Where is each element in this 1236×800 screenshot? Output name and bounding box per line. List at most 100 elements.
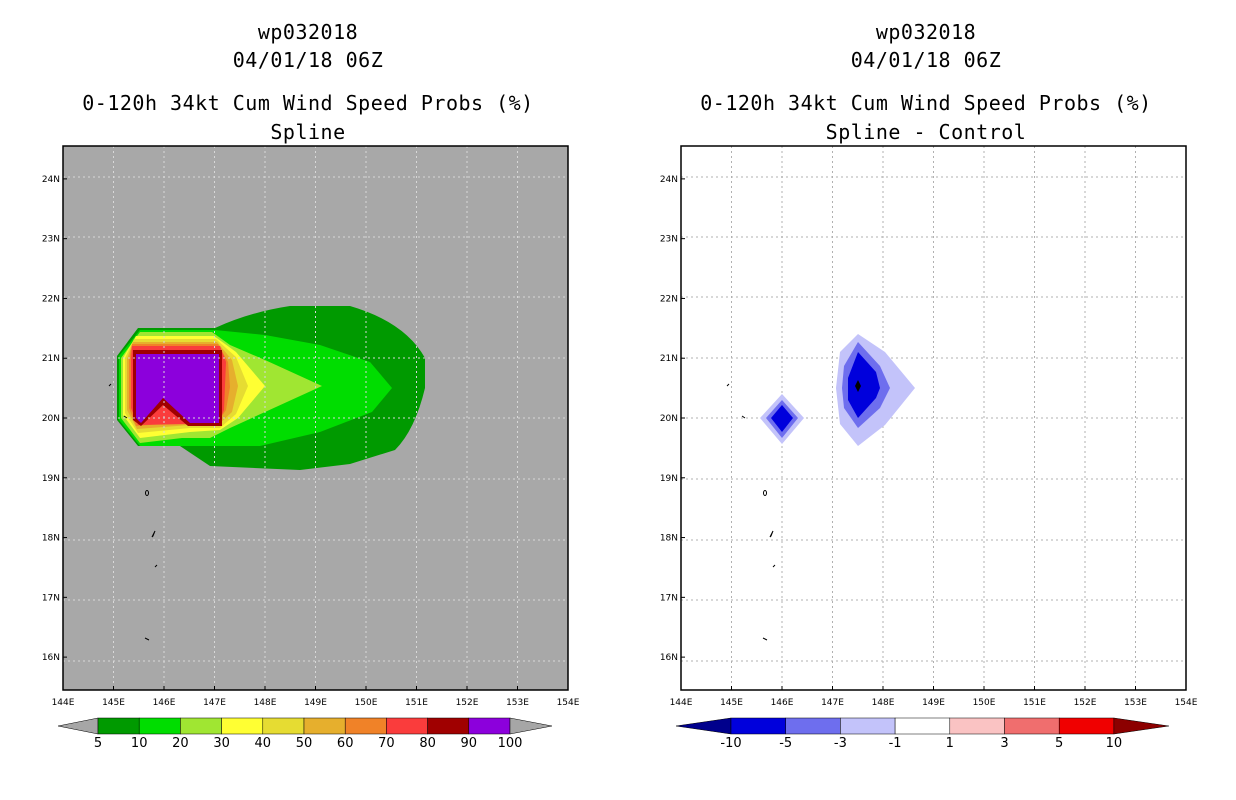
- right-colorbar: -10 -5 -3 -1 1 3 5 10: [675, 717, 1169, 751]
- colorbar-swatch: [262, 717, 305, 735]
- left-axis-labels: 144E 145E 146E 147E 148E 149E 150E 151E 152E 153E…: [42, 175, 580, 708]
- colorbar-swatch: [138, 717, 181, 735]
- lon-label: 150E: [355, 698, 378, 708]
- colorbar-label: 5: [94, 736, 102, 751]
- lat-label: 24N: [660, 175, 678, 185]
- colorbar-swatch: [730, 717, 786, 735]
- lat-label: 20N: [660, 414, 678, 424]
- colorbar-label: -10: [720, 736, 741, 751]
- lat-label: 24N: [42, 175, 60, 185]
- lon-label: 149E: [304, 698, 327, 708]
- colorbar-swatch: [949, 717, 1005, 735]
- colorbar-end-left: [57, 717, 99, 735]
- lon-label: 145E: [102, 698, 125, 708]
- lat-label: 21N: [660, 354, 678, 364]
- lon-label: 153E: [506, 698, 529, 708]
- lat-label: 17N: [660, 593, 678, 603]
- colorbar-swatch: [386, 717, 428, 735]
- colorbar-label: 30: [213, 736, 230, 751]
- lon-label: 144E: [52, 698, 75, 708]
- lon-label: 147E: [821, 698, 844, 708]
- lon-label: 145E: [720, 698, 743, 708]
- lat-label: 23N: [660, 235, 678, 245]
- colorbar-end-right: [509, 717, 553, 735]
- colorbar-swatch: [840, 717, 896, 735]
- lat-label: 22N: [660, 294, 678, 304]
- left-subtitle: Spline: [270, 120, 346, 144]
- prob-100-fill: [136, 354, 219, 423]
- colorbar-swatch: [303, 717, 346, 735]
- colorbar-label: 10: [131, 736, 148, 751]
- lon-label: 149E: [922, 698, 945, 708]
- colorbar-label: 3: [1000, 736, 1008, 751]
- left-gridlines: [63, 146, 568, 690]
- colorbar-label: -5: [779, 736, 792, 751]
- lon-label: 146E: [771, 698, 794, 708]
- left-title: 0-120h 34kt Cum Wind Speed Probs (%): [82, 91, 534, 115]
- colorbar-swatch: [1058, 717, 1115, 735]
- lon-label: 154E: [1175, 698, 1198, 708]
- colorbar-swatch: [344, 717, 387, 735]
- lon-label: 154E: [557, 698, 580, 708]
- lon-label: 151E: [1023, 698, 1046, 708]
- colorbar-swatch: [468, 717, 511, 735]
- colorbar-swatch: [894, 717, 951, 735]
- colorbar-swatch: [221, 717, 264, 735]
- colorbar-swatch: [427, 717, 470, 735]
- right-map: 144E 145E 146E 147E 148E 149E 150E 151E 152E 153E…: [660, 145, 1198, 708]
- colorbar-label: 1: [946, 736, 954, 751]
- lat-label: 22N: [42, 294, 60, 304]
- colorbar-label: 80: [419, 736, 436, 751]
- colorbar-label: 70: [378, 736, 395, 751]
- colorbar-label: 40: [255, 736, 272, 751]
- lon-label: 147E: [203, 698, 226, 708]
- lat-label: 21N: [42, 354, 60, 364]
- lat-label: 23N: [42, 235, 60, 245]
- lon-label: 146E: [153, 698, 176, 708]
- colorbar-label: -3: [834, 736, 847, 751]
- left-datetime: 04/01/18 06Z: [232, 48, 384, 72]
- right-islands: [726, 383, 776, 641]
- colorbar-swatch: [1004, 717, 1060, 735]
- lat-label: 18N: [660, 534, 678, 544]
- lat-label: 19N: [42, 474, 60, 484]
- lat-label: 18N: [42, 534, 60, 544]
- lon-label: 144E: [670, 698, 693, 708]
- lat-label: 16N: [42, 653, 60, 663]
- lon-label: 148E: [872, 698, 895, 708]
- diff-blob-2-core: [855, 380, 861, 392]
- left-storm-id: wp032018: [257, 20, 359, 44]
- right-axis-labels: 144E 145E 146E 147E 148E 149E 150E 151E 152E 153E…: [660, 175, 1198, 708]
- left-islands: [108, 383, 158, 641]
- colorbar-swatch: [180, 717, 222, 735]
- colorbar-label: 20: [172, 736, 189, 751]
- colorbar-end-left: [675, 717, 732, 735]
- colorbar-label: 10: [1106, 736, 1123, 751]
- colorbar-label: 50: [296, 736, 313, 751]
- colorbar-label: 5: [1055, 736, 1063, 751]
- left-map: 144E 145E 146E 147E 148E 149E 150E 151E 152E 153E…: [42, 145, 580, 708]
- lat-label: 19N: [660, 474, 678, 484]
- colorbar-label: -1: [889, 736, 902, 751]
- colorbar-end-right: [1113, 717, 1169, 735]
- lon-label: 152E: [1074, 698, 1097, 708]
- left-colorbar: 5 10 20 30 40 50 60 70 80 90 100: [57, 717, 553, 751]
- lon-label: 148E: [254, 698, 277, 708]
- lon-label: 152E: [456, 698, 479, 708]
- lon-label: 151E: [405, 698, 428, 708]
- colorbar-label: 100: [498, 736, 523, 751]
- lat-label: 17N: [42, 593, 60, 603]
- right-storm-id: wp032018: [875, 20, 977, 44]
- right-title: 0-120h 34kt Cum Wind Speed Probs (%): [700, 91, 1152, 115]
- lat-label: 16N: [660, 653, 678, 663]
- lon-label: 150E: [973, 698, 996, 708]
- colorbar-swatch: [97, 717, 140, 735]
- right-gridlines: [681, 146, 1186, 690]
- right-subtitle: Spline - Control: [825, 120, 1027, 144]
- right-datetime: 04/01/18 06Z: [850, 48, 1002, 72]
- colorbar-label: 60: [337, 736, 354, 751]
- colorbar-label: 90: [461, 736, 478, 751]
- diff-blob-2-dark: [848, 352, 880, 418]
- lon-label: 153E: [1124, 698, 1147, 708]
